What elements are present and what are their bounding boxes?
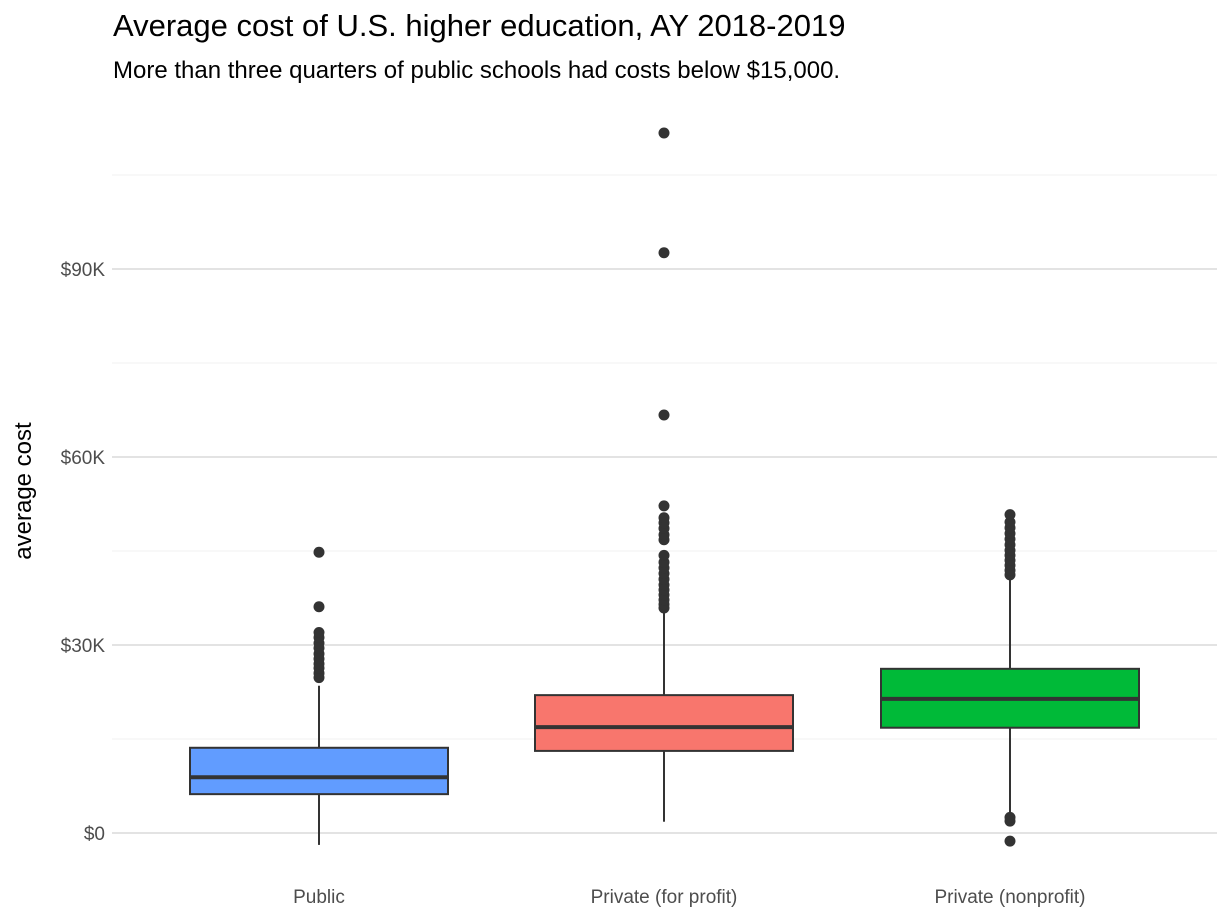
- x-tick-label: Private (for profit): [591, 887, 738, 908]
- outlier-point: [1004, 811, 1016, 823]
- y-tick-label: $0: [84, 824, 105, 845]
- outlier-point: [658, 127, 670, 139]
- x-tick-label: Private (nonprofit): [934, 887, 1085, 908]
- outlier-point: [313, 546, 325, 558]
- outlier-point: [313, 626, 325, 638]
- y-tick-label: $30K: [61, 636, 106, 657]
- chart-title: Average cost of U.S. higher education, A…: [113, 8, 846, 43]
- x-tick-label: Public: [293, 887, 345, 908]
- outlier-point: [313, 601, 325, 613]
- y-tick-label: $60K: [61, 448, 106, 469]
- box-0: [189, 746, 449, 796]
- outlier-point: [1004, 516, 1016, 528]
- outlier-point: [658, 409, 670, 421]
- outlier-point: [1004, 509, 1016, 521]
- outlier-point: [658, 549, 670, 561]
- outlier-point: [658, 512, 670, 524]
- outlier-point: [658, 500, 670, 512]
- y-tick-label: $90K: [61, 260, 106, 281]
- outlier-point: [1004, 835, 1016, 847]
- outlier-point: [658, 247, 670, 259]
- chart-subtitle: More than three quarters of public schoo…: [113, 57, 841, 84]
- box-1: [534, 694, 794, 752]
